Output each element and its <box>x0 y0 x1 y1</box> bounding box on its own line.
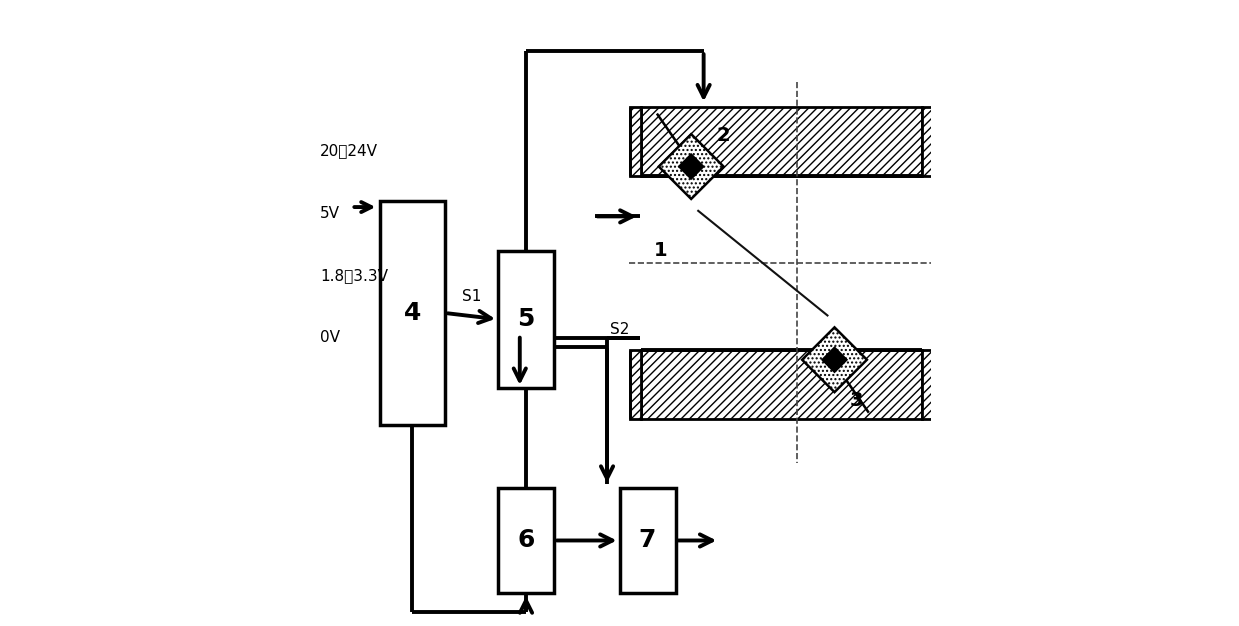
Text: S1: S1 <box>462 289 481 304</box>
Bar <box>922 107 933 176</box>
Bar <box>642 351 922 419</box>
Bar <box>498 488 554 593</box>
Polygon shape <box>821 346 849 373</box>
Bar <box>498 250 554 387</box>
Text: 5: 5 <box>518 307 535 331</box>
Bar <box>379 201 445 425</box>
Text: 7: 7 <box>639 528 657 553</box>
Text: 6: 6 <box>518 528 535 553</box>
Text: 0V: 0V <box>321 331 341 346</box>
Text: S2: S2 <box>610 322 629 337</box>
Bar <box>922 351 933 419</box>
Text: 1.8～3.3V: 1.8～3.3V <box>321 268 388 283</box>
Text: 1: 1 <box>654 241 668 260</box>
Polygon shape <box>678 153 705 180</box>
Text: 5V: 5V <box>321 206 341 221</box>
Polygon shape <box>659 134 724 199</box>
Bar <box>642 107 922 176</box>
Text: 2: 2 <box>716 126 730 145</box>
Bar <box>620 488 675 593</box>
Text: 4: 4 <box>404 301 421 325</box>
Text: 3: 3 <box>850 391 864 410</box>
Bar <box>631 107 642 176</box>
Bar <box>631 351 642 419</box>
Text: 20～24V: 20～24V <box>321 143 378 158</box>
Polygon shape <box>802 327 867 392</box>
